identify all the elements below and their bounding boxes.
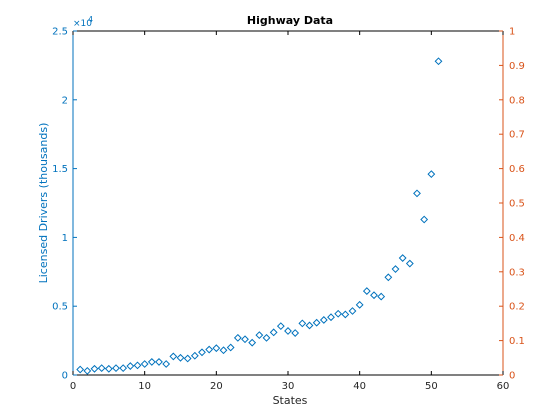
y-axis-multiplier: ×10 4	[73, 15, 93, 29]
x-axis-label: States	[273, 394, 308, 407]
series-layer	[76, 57, 443, 375]
y-tick-label-right: 0.6	[509, 164, 525, 175]
data-point	[420, 215, 429, 224]
y-tick-label-right: 0.9	[509, 61, 525, 72]
data-point	[355, 300, 364, 309]
data-point	[133, 361, 142, 370]
data-point	[284, 327, 292, 335]
y-tick-label-right: 0.8	[509, 95, 525, 106]
data-point	[226, 343, 235, 352]
x-tick-label: 20	[210, 381, 223, 392]
data-point	[104, 364, 113, 373]
x-tick-label: 30	[282, 381, 295, 392]
data-point	[233, 333, 242, 342]
y-tick-label-left: 1.5	[52, 164, 68, 175]
data-point	[119, 364, 128, 373]
data-point	[291, 329, 300, 337]
data-point	[413, 189, 421, 198]
data-point	[147, 358, 156, 366]
data-point	[97, 364, 106, 373]
data-point	[398, 254, 407, 262]
y-axis-multiplier-base: ×10	[73, 19, 92, 29]
data-point	[319, 316, 328, 324]
data-point	[198, 348, 206, 357]
data-point	[190, 351, 199, 360]
data-point	[255, 331, 264, 340]
data-point	[269, 328, 278, 337]
data-point	[176, 353, 185, 362]
y-tick-label-right: 0.4	[509, 233, 525, 244]
data-point	[76, 365, 85, 374]
axes-layer: 0 10 20 30 40 50 6000.511.522.500.10.20.30.40.…	[52, 27, 525, 393]
data-point	[262, 333, 271, 342]
data-point	[334, 309, 343, 318]
data-point	[384, 273, 393, 282]
data-point	[126, 362, 135, 370]
y-tick-label-right: 0.7	[509, 130, 525, 141]
data-point	[305, 321, 314, 330]
data-point	[370, 291, 378, 300]
x-tick-label: 40	[353, 381, 366, 392]
y-tick-label-right: 0.1	[509, 336, 525, 347]
data-point	[427, 170, 436, 179]
y-tick-label-right: 0.3	[509, 267, 525, 278]
y-tick-label-left: 2.5	[52, 27, 68, 38]
data-point	[405, 259, 414, 268]
y-axis-multiplier-exponent: 4	[88, 15, 93, 24]
x-tick-label: 50	[425, 381, 438, 392]
data-point	[298, 319, 307, 328]
data-point	[155, 358, 163, 366]
data-point	[205, 345, 214, 354]
x-tick-label: 60	[497, 381, 510, 392]
data-point	[169, 352, 178, 361]
data-point	[183, 354, 192, 363]
data-point	[212, 344, 221, 353]
data-point	[362, 287, 371, 295]
data-point	[248, 338, 257, 347]
y-tick-label-left: 0.5	[52, 302, 68, 313]
y-tick-label-left: 1	[62, 233, 68, 244]
data-point	[83, 366, 92, 375]
y-tick-label-right: 0.2	[509, 302, 525, 313]
data-point	[348, 307, 357, 315]
data-point	[341, 310, 350, 319]
data-point	[162, 360, 171, 368]
chart-title: Highway Data	[247, 14, 333, 27]
data-point	[112, 364, 120, 373]
x-tick-label: 10	[138, 381, 151, 392]
data-point	[312, 318, 321, 327]
data-point	[241, 335, 249, 344]
y-axis-label: Licensed Drivers (thousands)	[37, 123, 50, 284]
data-point	[434, 57, 443, 66]
x-tick-label: 0	[70, 381, 76, 392]
data-point	[219, 346, 228, 355]
y-tick-label-left: 2	[62, 95, 68, 106]
y-tick-label-right: 0.5	[509, 199, 525, 210]
data-point	[327, 313, 335, 322]
y-tick-label-left: 0	[62, 371, 68, 382]
y-tick-label-right: 1	[509, 27, 515, 38]
y-tick-label-right: 0	[509, 371, 515, 382]
data-point	[377, 292, 386, 301]
data-point	[391, 265, 400, 273]
data-point	[276, 322, 285, 331]
data-point	[90, 364, 99, 373]
data-point	[140, 360, 149, 368]
